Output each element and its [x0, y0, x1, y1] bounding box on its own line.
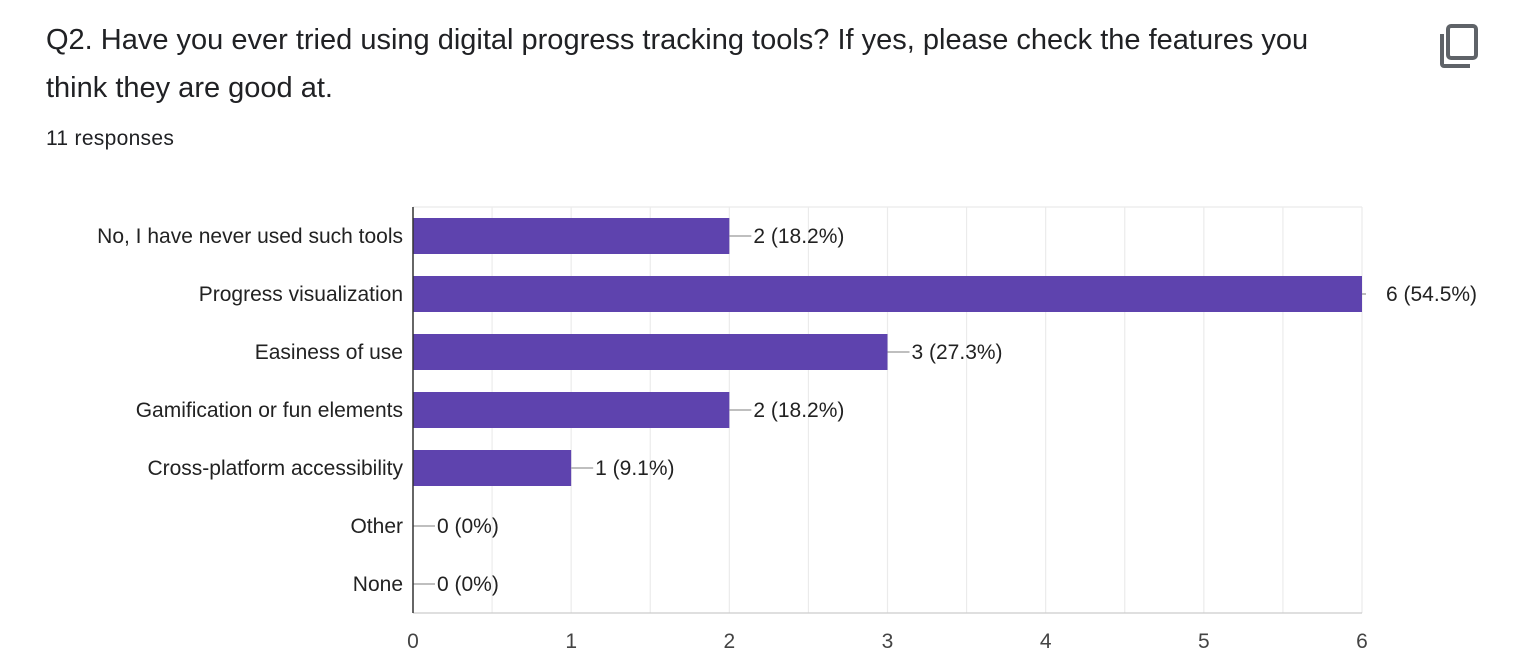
x-tick-label-6: 6: [1356, 630, 1368, 653]
x-tick-label-0: 0: [407, 630, 419, 653]
category-label-2: Easiness of use: [255, 341, 403, 364]
bar-0: [413, 218, 730, 254]
question-title: Q2. Have you ever tried using digital pr…: [46, 24, 1309, 104]
copy-icon: [1440, 24, 1478, 68]
category-label-1: Progress visualization: [199, 283, 403, 306]
bar-4: [413, 450, 572, 486]
response-count: 11 responses: [46, 127, 175, 150]
data-label-6: 0 (0%): [437, 573, 499, 596]
chart-bars: [413, 218, 1366, 585]
copy-chart-button[interactable]: [1438, 22, 1486, 70]
data-label-2: 3 (27.3%): [912, 341, 1003, 364]
x-tick-label-3: 3: [882, 630, 894, 653]
bar-3: [413, 392, 730, 428]
bar-2: [413, 334, 888, 370]
category-label-4: Cross-platform accessibility: [147, 457, 403, 480]
data-label-3: 2 (18.2%): [753, 399, 844, 422]
category-label-5: Other: [350, 515, 403, 538]
x-tick-label-2: 2: [723, 630, 735, 653]
data-label-4: 1 (9.1%): [595, 457, 674, 480]
category-label-6: None: [353, 573, 403, 596]
category-label-0: No, I have never used such tools: [97, 225, 403, 248]
data-label-0: 2 (18.2%): [753, 225, 844, 248]
category-label-3: Gamification or fun elements: [136, 399, 403, 422]
data-label-1: 6 (54.5%): [1386, 283, 1477, 306]
bar-1: [413, 276, 1362, 312]
data-label-5: 0 (0%): [437, 515, 499, 538]
x-tick-label-1: 1: [565, 630, 577, 653]
x-tick-label-4: 4: [1040, 630, 1052, 653]
x-tick-label-5: 5: [1198, 630, 1210, 653]
chart-axes: No, I have never used such tools 2 (18.2%…: [97, 207, 1477, 653]
